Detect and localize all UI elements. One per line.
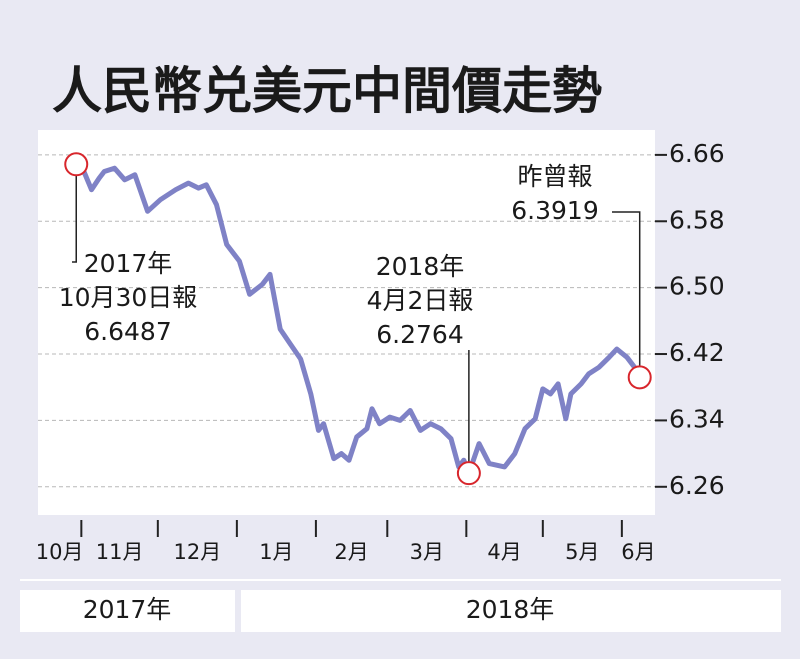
annotation-value: 6.3919: [511, 196, 598, 225]
year-label: 2017年: [83, 595, 172, 624]
year-box: [20, 590, 235, 632]
x-tick-label: 4月: [487, 540, 521, 564]
y-tick-label: 6.50: [669, 272, 725, 301]
x-tick-label: 6月: [621, 540, 655, 564]
x-tick-label: 3月: [410, 540, 444, 564]
year-box: [241, 590, 781, 632]
x-tick-label: 2月: [334, 540, 368, 564]
series-line: [74, 162, 642, 476]
annotation-text: 昨曾報: [517, 162, 592, 191]
year-label: 2018年: [466, 595, 555, 624]
annotation-text: 2018年: [376, 252, 465, 281]
x-tick-label: 11月: [96, 540, 144, 564]
marker: [627, 365, 652, 390]
chart-title: 人民幣兑美元中間價走勢: [52, 61, 602, 120]
marker: [64, 152, 89, 177]
x-tick-label: 12月: [173, 540, 221, 564]
annotation-value: 6.2764: [376, 320, 463, 349]
y-tick-label: 6.58: [669, 205, 725, 234]
annotation-text: 4月2日報: [367, 286, 474, 315]
y-tick-label: 6.26: [669, 471, 725, 500]
y-tick-label: 6.42: [669, 338, 725, 367]
annotation-text: 10月30日報: [59, 283, 198, 312]
leader-line: [72, 175, 77, 263]
x-tick-label: 5月: [565, 540, 599, 564]
annotation-value: 6.6487: [84, 317, 171, 346]
annotation-text: 2017年: [84, 249, 173, 278]
leader-line: [612, 211, 641, 367]
x-tick-label: 10月: [36, 540, 84, 564]
y-tick-label: 6.34: [669, 404, 725, 433]
x-tick-label: 1月: [259, 540, 293, 564]
marker: [456, 461, 481, 486]
y-tick-label: 6.66: [669, 139, 725, 168]
